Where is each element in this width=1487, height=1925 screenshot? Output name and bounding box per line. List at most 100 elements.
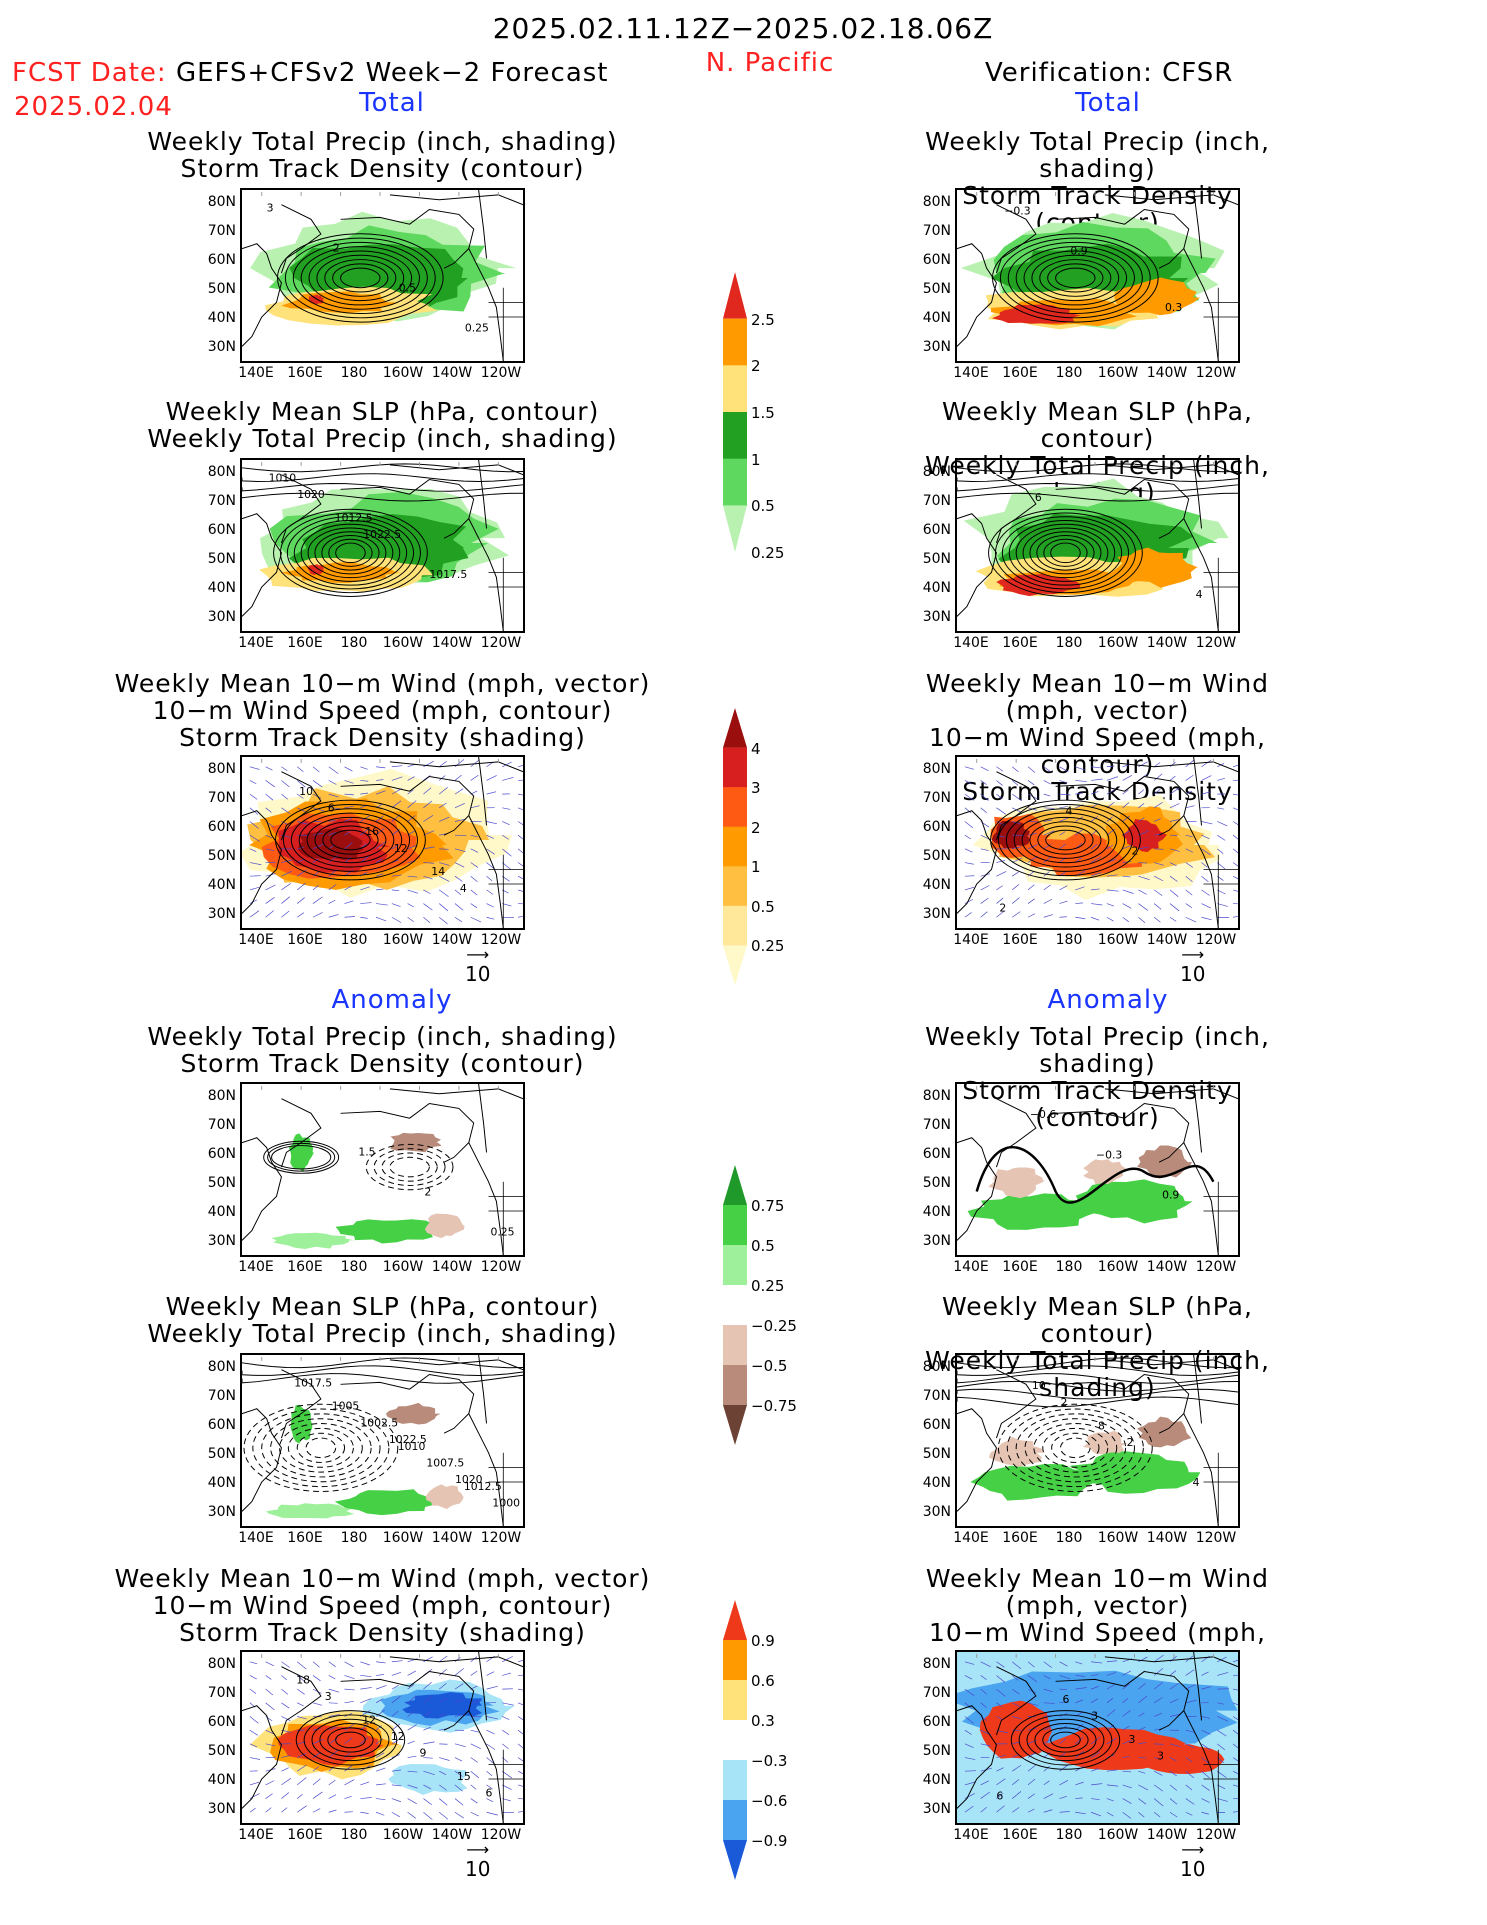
colorbar-swatch	[723, 505, 747, 552]
storm-track-anomaly-contour	[267, 1142, 336, 1172]
wind-vector	[486, 775, 497, 781]
wind-vector	[1201, 1784, 1210, 1791]
slp-contour	[957, 463, 1238, 473]
wind-vector	[1232, 1743, 1238, 1749]
wind-vector	[1154, 1770, 1163, 1776]
contour-label-text: 1010	[398, 1440, 426, 1453]
state-borders	[488, 1181, 523, 1255]
coastline	[389, 1359, 523, 1371]
wind-vector	[1011, 884, 1020, 891]
wind-vector	[344, 885, 352, 891]
wind-vector	[980, 1702, 987, 1708]
slp-contour	[335, 542, 366, 564]
slp-contour	[273, 508, 428, 597]
wind-vector	[328, 793, 339, 798]
coastline	[1183, 815, 1219, 928]
wind-vector	[1138, 817, 1145, 822]
storm-track-contour	[1039, 259, 1112, 297]
wind-vector	[517, 1716, 523, 1721]
wind-vector	[1138, 875, 1150, 881]
wind-vector	[296, 1777, 307, 1786]
wind-vector	[1232, 764, 1238, 768]
wind-vector	[1043, 1809, 1053, 1813]
wind-vector	[265, 910, 274, 918]
colorbar-precip_total	[723, 272, 747, 552]
wind-vector	[360, 1781, 370, 1786]
lat-tick-label: 60N	[207, 819, 236, 835]
wind-speed-contour	[1029, 821, 1102, 859]
wind-vector	[376, 779, 384, 781]
contour-label: 4	[1196, 588, 1203, 601]
wind-vector	[470, 848, 479, 853]
contour-label-text: 2	[1127, 1436, 1134, 1449]
vector-reference-arrow-icon: ⟶	[466, 1840, 490, 1859]
wind-vector	[1106, 1697, 1114, 1704]
wind-vector	[376, 1674, 385, 1676]
lat-tick-label: 40N	[207, 1475, 236, 1491]
contour-label: 2	[1127, 1436, 1134, 1449]
wind-vector	[1185, 759, 1195, 768]
wind-vector	[360, 766, 368, 770]
map-plot: 3 3 6 6 3	[957, 1652, 1238, 1823]
wind-vector	[1217, 1672, 1229, 1676]
wind-vector	[1059, 831, 1066, 836]
wind-vector	[312, 1738, 324, 1745]
wind-vector	[344, 1796, 352, 1799]
wind-vector	[1059, 817, 1070, 822]
lon-tick-label: 160E	[1002, 635, 1038, 651]
wind-vector	[1122, 1725, 1130, 1731]
wind-vector	[1169, 1798, 1178, 1805]
storm-track-contour	[292, 241, 428, 314]
coastline	[478, 190, 488, 259]
lat-tick-label: 70N	[207, 1685, 236, 1701]
wind-vector	[486, 889, 494, 895]
contour-label-text: 2	[333, 242, 340, 255]
wind-vector	[249, 1793, 260, 1799]
colorbar-swatch	[723, 787, 747, 828]
lat-tick-label: 50N	[207, 1175, 236, 1191]
contour-label: 9	[419, 1747, 426, 1760]
wind-vector	[360, 1687, 372, 1690]
colorbar-swatch	[723, 1205, 747, 1246]
lon-tick-label: 120W	[1195, 1827, 1237, 1843]
wind-vector	[344, 916, 356, 918]
lat-tick-label: 30N	[922, 339, 951, 355]
state-borders	[488, 557, 523, 631]
wind-vector	[281, 910, 290, 918]
wind-vector	[454, 889, 462, 895]
slp-contour	[1001, 516, 1130, 590]
wind-vector	[1043, 884, 1051, 891]
lon-tick-label: 120W	[1195, 1530, 1237, 1546]
slp-anomaly-contour	[1006, 1408, 1144, 1488]
wind-vector	[454, 1698, 463, 1704]
lat-tick-label: 50N	[207, 1743, 236, 1759]
panel-title-line: Weekly Mean SLP (hPa, contour)	[165, 397, 600, 426]
contour-label: 6	[486, 1787, 493, 1800]
wind-vector	[375, 815, 384, 822]
colorbar-label: 4	[751, 739, 761, 758]
wind-vector	[344, 780, 354, 784]
wind-speed-anomaly-contour	[1042, 1727, 1089, 1753]
contour-label-text: 9	[419, 1747, 426, 1760]
fcst-date-label: FCST Date:	[12, 58, 167, 88]
lon-tick-label: 140W	[1146, 1827, 1188, 1843]
storm-track-contour	[324, 259, 397, 297]
wind-vector	[1075, 902, 1083, 904]
panel-title-line: Weekly Total Precip (inch, shading)	[147, 127, 618, 156]
contour-label: 1022.5	[389, 1433, 427, 1446]
lat-tick-label: 30N	[207, 906, 236, 922]
wind-vector	[249, 834, 260, 842]
lon-tick-label: 120W	[1195, 932, 1237, 948]
wind-vector	[996, 780, 1003, 786]
panel-title-line: Weekly Mean 10−m Wind (mph, vector)	[925, 1564, 1270, 1620]
wind-vector	[297, 1716, 307, 1720]
wind-vector	[281, 1688, 289, 1695]
wind-vector	[1122, 1683, 1130, 1690]
wind-vector	[281, 1767, 289, 1772]
wind-vector	[1153, 889, 1163, 896]
wind-vector	[1232, 1757, 1238, 1762]
wind-vector	[1122, 1739, 1133, 1745]
colorbar-swatch	[723, 1245, 747, 1286]
colorbar-swatch	[723, 1165, 747, 1205]
wind-vector	[249, 766, 260, 770]
